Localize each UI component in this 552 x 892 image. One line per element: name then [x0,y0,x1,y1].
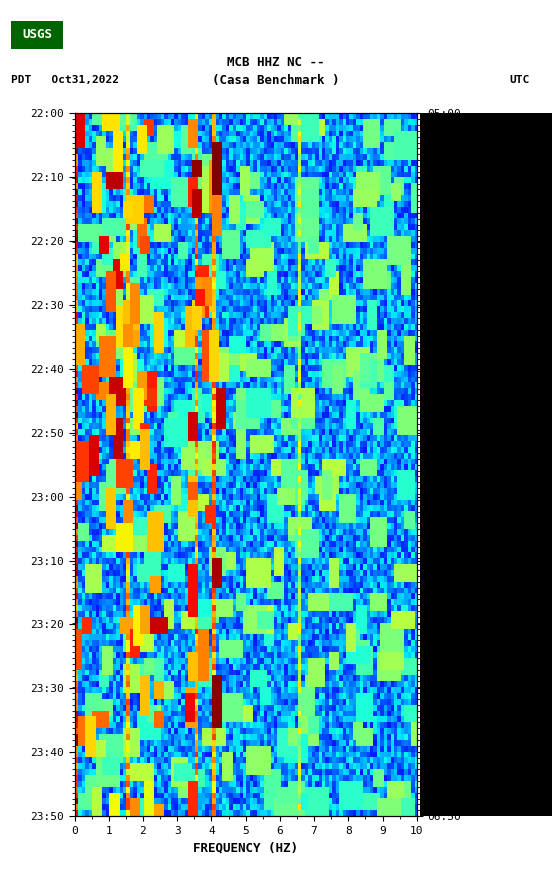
Text: MCB HHZ NC --: MCB HHZ NC -- [227,56,325,69]
Text: UTC: UTC [509,75,530,86]
Text: USGS: USGS [22,29,52,41]
X-axis label: FREQUENCY (HZ): FREQUENCY (HZ) [193,841,298,855]
Text: (Casa Benchmark ): (Casa Benchmark ) [213,74,339,87]
Text: PDT   Oct31,2022: PDT Oct31,2022 [11,75,119,86]
